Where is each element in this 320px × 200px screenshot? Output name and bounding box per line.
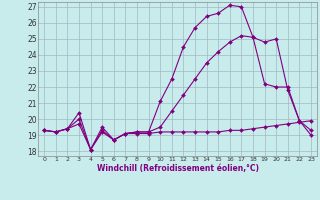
X-axis label: Windchill (Refroidissement éolien,°C): Windchill (Refroidissement éolien,°C)	[97, 164, 259, 173]
